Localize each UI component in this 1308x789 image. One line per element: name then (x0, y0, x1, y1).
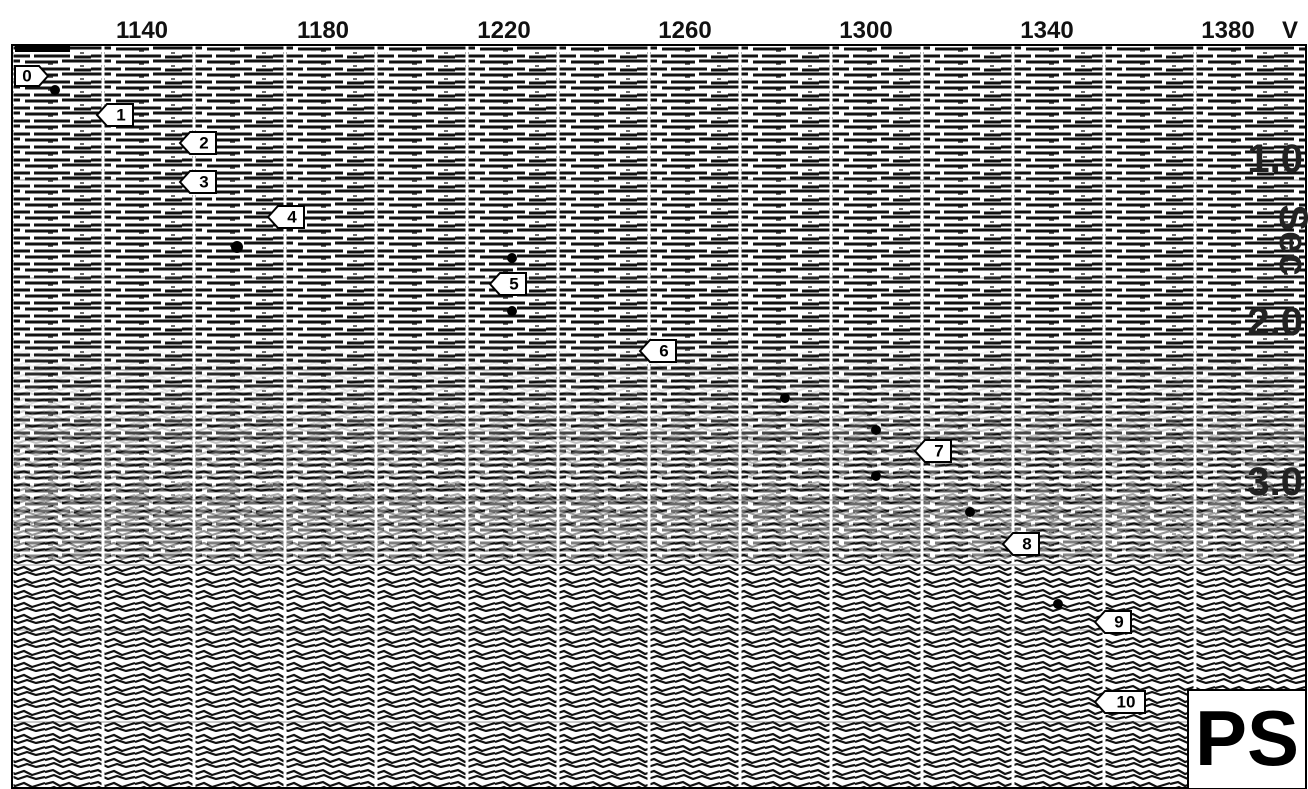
marker-label: 8 (1022, 534, 1031, 553)
marker-label: 4 (287, 207, 297, 226)
marker-flag (266, 205, 305, 229)
marker-flag (913, 439, 952, 463)
marker-flag (1001, 532, 1040, 556)
trace-axis: 1140 1180 1220 1260 1300 1340 1380 V (116, 17, 1298, 44)
marker-flag (638, 339, 677, 363)
marker-label: 2 (199, 133, 208, 152)
trace-separators (10, 45, 1197, 789)
marker-flag (1093, 610, 1132, 634)
axis-label: 1380 (1201, 17, 1254, 44)
noisy-traces (12, 330, 1306, 789)
time-lines (12, 179, 1306, 723)
panel-box (1187, 689, 1307, 789)
axis-label: 1340 (1020, 17, 1073, 44)
marker-label: 7 (934, 441, 943, 460)
marker-flag (1093, 690, 1146, 714)
marker-label: 1 (116, 105, 125, 124)
axis-unit: V (1282, 17, 1298, 44)
axis-label: 1180 (297, 17, 349, 44)
axis-label: 1260 (658, 17, 711, 44)
time-label: 2.0 (1247, 300, 1303, 344)
panel-label: PS (1195, 694, 1299, 782)
marker-label: 5 (509, 274, 518, 293)
picks (50, 85, 1063, 609)
time-unit: Sec (1271, 204, 1308, 275)
marker-label: 10 (1117, 692, 1136, 711)
axis-label: 1140 (116, 17, 168, 44)
time-label: 1.0 (1247, 137, 1303, 181)
marker-flag (95, 103, 134, 127)
time-axis: 1.0 2.0 3.0 Sec (1247, 137, 1308, 504)
marker-flag (178, 170, 217, 194)
marker-label: 3 (199, 172, 208, 191)
marker-label: 9 (1114, 612, 1123, 631)
marker-flag (178, 131, 217, 155)
axis-label: 1220 (477, 17, 530, 44)
frame (11, 44, 1307, 789)
horizon-markers: 0 1 2 3 4 5 6 7 8 9 10 (14, 65, 1146, 714)
marker-label: 6 (659, 341, 668, 360)
axis-label: 1300 (839, 17, 892, 44)
marker-label: 0 (22, 66, 31, 85)
time-label: 3.0 (1247, 460, 1303, 504)
marker-flag (488, 272, 527, 296)
marker-flag (14, 65, 50, 87)
scale-bar (15, 44, 70, 52)
